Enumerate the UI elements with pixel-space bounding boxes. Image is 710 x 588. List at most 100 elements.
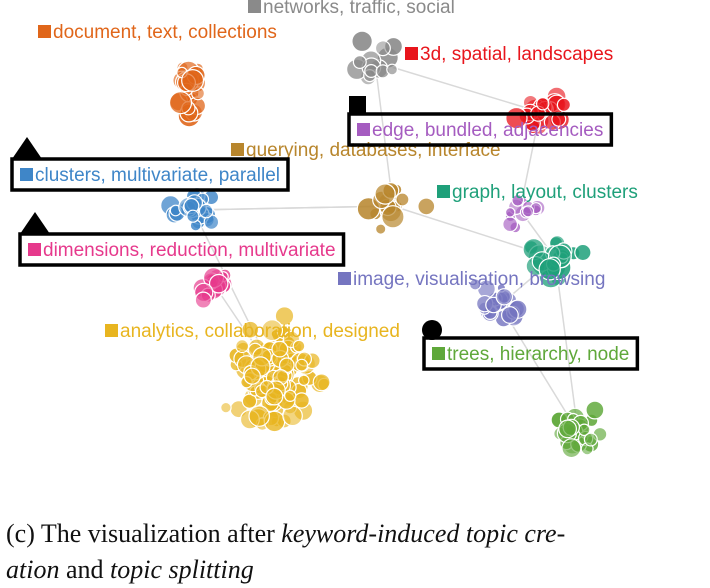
caption-text-1: (c) The visualization after [6, 519, 282, 548]
bubble-cluster-networks [345, 30, 404, 86]
document-bubble[interactable] [312, 373, 331, 392]
document-bubble[interactable] [274, 306, 295, 326]
document-bubble[interactable] [284, 389, 297, 402]
document-bubble[interactable] [375, 223, 387, 235]
document-bubble[interactable] [574, 243, 592, 262]
caption-italic-3: topic splitting [110, 555, 254, 584]
bubble-cluster-trees [550, 400, 608, 459]
topic-map-figure: networks, traffic, social document, text,… [10, 0, 640, 459]
document-bubble[interactable] [186, 209, 200, 223]
document-bubble[interactable] [261, 319, 284, 342]
document-bubble[interactable] [243, 367, 261, 385]
document-bubble[interactable] [558, 419, 577, 439]
document-bubble[interactable] [417, 197, 436, 216]
topic-color-swatch [28, 243, 41, 256]
document-bubble[interactable] [583, 432, 598, 447]
triangle-marker-clusters [12, 137, 42, 159]
topic-label-text: 3d, spatial, landscapes [420, 44, 613, 65]
topic-color-swatch [405, 47, 418, 60]
topic-label-text: trees, hierarchy, node [447, 344, 629, 365]
document-bubble[interactable] [501, 306, 519, 324]
topic-color-swatch [38, 25, 51, 38]
topic-markers [12, 96, 442, 340]
topic-label-trees[interactable]: trees, hierarchy, node [432, 344, 629, 365]
document-bubble[interactable] [502, 216, 519, 233]
topic-label-analytics[interactable]: analytics, collaboration, designed [105, 321, 400, 342]
highlight-boxes [10, 112, 640, 371]
document-bubble[interactable] [351, 30, 373, 53]
document-bubble[interactable] [585, 400, 605, 420]
bubble-cluster-querying [356, 182, 436, 235]
document-bubble[interactable] [504, 207, 516, 218]
document-bubble[interactable] [265, 387, 284, 406]
topic-label-clusters[interactable]: clusters, multivariate, parallel [20, 165, 280, 186]
highlight-box-edge [347, 112, 614, 147]
document-bubble[interactable] [235, 339, 250, 354]
document-bubble[interactable] [395, 192, 410, 207]
document-bubble[interactable] [293, 392, 310, 409]
topic-label-image[interactable]: image, visualisation, browsing [338, 269, 605, 290]
document-bubble[interactable] [220, 401, 232, 414]
topic-label-document[interactable]: document, text, collections [38, 22, 277, 43]
topic-color-swatch [437, 185, 450, 198]
document-bubble[interactable] [241, 320, 260, 339]
topic-color-swatch [248, 0, 261, 13]
topic-label-dimensions[interactable]: dimensions, reduction, multivariate [28, 240, 336, 261]
document-bubble[interactable] [469, 278, 482, 291]
topic-labels: networks, traffic, social document, text,… [20, 0, 638, 365]
topic-color-swatch [432, 347, 445, 360]
topic-label-spatial[interactable]: 3d, spatial, landscapes [405, 44, 613, 65]
document-bubble[interactable] [194, 291, 212, 309]
circle-marker-trees [422, 320, 442, 340]
document-bubble[interactable] [495, 288, 513, 306]
topic-label-networks[interactable]: networks, traffic, social [248, 0, 455, 18]
document-bubble[interactable] [292, 339, 306, 353]
document-bubble[interactable] [374, 183, 396, 205]
topic-map: networks, traffic, social document, text,… [10, 0, 640, 459]
document-bubble[interactable] [536, 96, 550, 111]
topic-label-graph[interactable]: graph, layout, clusters [437, 182, 638, 203]
caption-text-2: and [59, 555, 110, 584]
document-bubble[interactable] [374, 40, 391, 57]
bubble-cluster-image [469, 278, 528, 328]
document-bubble[interactable] [561, 438, 582, 459]
topic-color-swatch [231, 143, 244, 156]
document-bubble[interactable] [198, 203, 214, 219]
triangle-marker-dimensions [20, 212, 50, 234]
highlight-box-dimensions [18, 232, 346, 267]
document-bubble[interactable] [295, 358, 309, 372]
document-bubble[interactable] [168, 91, 193, 115]
topic-label-text: edge, bundled, adjacencies [372, 120, 603, 141]
document-bubble[interactable] [521, 205, 535, 218]
document-bubble[interactable] [248, 405, 271, 427]
topic-label-edge[interactable]: edge, bundled, adjacencies [357, 120, 603, 141]
document-bubble[interactable] [381, 205, 405, 229]
topic-label-text: document, text, collections [53, 22, 277, 43]
topic-link [374, 61, 541, 113]
topic-label-text: analytics, collaboration, designed [120, 321, 400, 342]
highlight-box-clusters [10, 157, 290, 192]
topic-color-swatch [338, 272, 351, 285]
topic-link [554, 257, 579, 433]
topic-color-swatch [20, 168, 33, 181]
caption-italic-1: keyword-induced topic cre- [281, 519, 566, 548]
bubble-cluster-edge [502, 193, 546, 234]
document-bubble[interactable] [297, 374, 310, 387]
topic-label-text: networks, traffic, social [263, 0, 455, 18]
bubble-cluster-dimensions [192, 267, 233, 309]
topic-color-swatch [105, 324, 118, 337]
bubble-cluster-document [168, 60, 207, 128]
document-bubble[interactable] [556, 97, 572, 112]
bubble-cluster-graph [522, 234, 592, 289]
document-bubble[interactable] [208, 273, 229, 294]
document-bubble[interactable] [181, 68, 205, 92]
document-bubble[interactable] [511, 193, 525, 207]
topic-link [374, 61, 394, 207]
topic-label-text: graph, layout, clusters [452, 182, 638, 203]
document-bubble[interactable] [352, 54, 367, 69]
document-bubble[interactable] [241, 393, 258, 409]
document-bubble[interactable] [538, 258, 561, 281]
document-bubble[interactable] [271, 340, 289, 358]
document-bubble[interactable] [386, 63, 399, 76]
bubble-cluster-clusters [160, 186, 220, 232]
